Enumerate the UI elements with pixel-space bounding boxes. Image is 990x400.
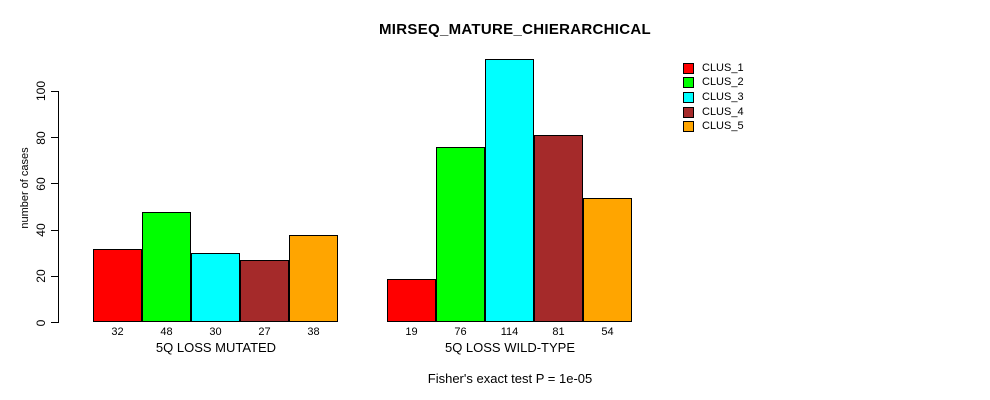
bar-clus_5-group1 (289, 234, 338, 323)
y-axis-tick-label: 20 (34, 269, 48, 283)
x-group-label-wildtype: 5Q LOSS WILD-TYPE (444, 340, 576, 355)
y-axis-tick-mark (51, 322, 58, 323)
x-group-label-mutated: 5Q LOSS MUTATED (155, 340, 277, 355)
legend-row: CLUS_5 (683, 119, 744, 134)
bar-value-label: 32 (111, 326, 124, 338)
legend-label: CLUS_2 (702, 76, 744, 89)
y-axis-label: number of cases (19, 147, 31, 229)
y-axis-tick-label: 0 (34, 319, 48, 326)
annotation-text: Fisher's exact test P = 1e-05 (427, 371, 593, 386)
bar-clus_4-group2 (534, 135, 583, 323)
bar-clus_3-group2 (485, 59, 534, 323)
bar-clus_5-group2 (583, 197, 632, 323)
legend-row: CLUS_3 (683, 90, 744, 105)
legend-row: CLUS_4 (683, 105, 744, 120)
bar-value-label: 76 (454, 326, 467, 338)
bar-clus_1-group1 (93, 248, 142, 323)
bar-value-label: 81 (552, 326, 565, 338)
y-axis-tick-mark (51, 183, 58, 185)
legend-swatch-clus_2 (683, 77, 694, 89)
legend-swatch-clus_3 (683, 91, 694, 103)
chart-title: MIRSEQ_MATURE_CHIERARCHICAL (379, 21, 651, 38)
bar-value-label: 38 (307, 326, 320, 338)
legend-label: CLUS_5 (702, 120, 744, 133)
legend-swatch-clus_1 (683, 62, 694, 74)
bar-value-label: 19 (405, 326, 418, 338)
bar-clus_4-group1 (240, 260, 289, 323)
bar-value-label: 114 (500, 326, 519, 338)
bar-clus_2-group1 (142, 211, 191, 323)
bar-clus_1-group2 (387, 278, 436, 323)
y-axis-tick-label: 80 (34, 130, 48, 145)
legend-row: CLUS_2 (683, 76, 744, 91)
legend-row: CLUS_1 (683, 61, 744, 76)
legend-label: CLUS_4 (702, 105, 744, 118)
bar-clus_3-group1 (191, 253, 240, 323)
y-axis-tick-label: 100 (34, 81, 48, 102)
bar-value-label: 30 (209, 326, 222, 338)
bar-value-label: 48 (160, 326, 173, 338)
bar-value-label: 27 (258, 326, 271, 338)
y-axis-tick-mark (51, 90, 58, 92)
bar-value-label: 54 (601, 326, 614, 338)
legend-label: CLUS_3 (702, 90, 744, 103)
y-axis-tick-mark (51, 137, 58, 139)
y-axis-tick-label: 40 (34, 223, 48, 237)
y-axis-tick-mark (51, 229, 58, 231)
legend: CLUS_1 CLUS_2 CLUS_3 CLUS_4 CLUS_5 (683, 61, 744, 134)
y-axis-line (58, 91, 59, 323)
legend-label: CLUS_1 (702, 61, 744, 74)
y-axis-tick-label: 60 (34, 177, 48, 191)
legend-swatch-clus_4 (683, 106, 694, 118)
legend-swatch-clus_5 (683, 121, 694, 133)
bar-clus_2-group2 (436, 146, 485, 323)
y-axis-tick-mark (51, 275, 58, 277)
